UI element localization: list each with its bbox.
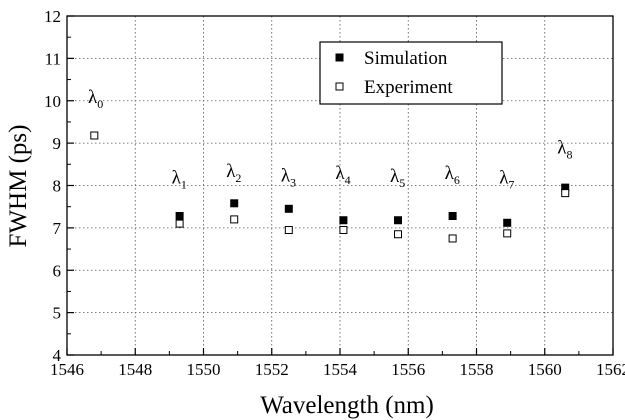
x-tick-label: 1558 — [460, 360, 494, 379]
experiment-point — [503, 229, 512, 238]
y-tick-label: 6 — [53, 261, 62, 280]
y-tick-label: 8 — [53, 177, 62, 196]
y-tick-label: 11 — [45, 49, 61, 68]
y-tick-label: 12 — [44, 7, 61, 26]
wavelength-label: λ3 — [281, 165, 296, 189]
y-tick-label: 10 — [44, 92, 61, 111]
experiment-point — [175, 219, 184, 228]
wavelength-label: λ0 — [88, 87, 103, 111]
y-tick-labels: 4 5 6 7 8 9 10 11 12 — [44, 7, 62, 365]
experiment-point — [448, 234, 457, 243]
wavelength-annotations: λ0 λ1 λ2 λ3 λ4 λ5 λ6 λ7 λ8 — [88, 87, 572, 192]
legend-marker-experiment — [335, 82, 344, 91]
x-tick-labels: 1546 1548 1550 1552 1554 1556 1558 1560 1562 — [50, 360, 625, 379]
x-axis-title: Wavelength (nm) — [260, 392, 434, 419]
y-axis-title: FWHM (ps) — [5, 125, 32, 248]
x-tick-label: 1560 — [528, 360, 562, 379]
axis-ticks — [66, 15, 614, 356]
y-tick-label: 4 — [53, 346, 62, 365]
wavelength-label: λ5 — [390, 166, 405, 190]
wavelength-label: λ2 — [226, 161, 241, 185]
x-tick-label: 1556 — [391, 360, 425, 379]
simulation-point — [503, 218, 512, 227]
experiment-point — [230, 215, 239, 224]
simulation-point — [394, 216, 403, 225]
data-points — [90, 131, 570, 243]
x-tick-label: 1548 — [118, 360, 152, 379]
simulation-point — [448, 212, 457, 221]
legend-label-simulation: Simulation — [364, 48, 448, 69]
legend: Simulation Experiment — [319, 41, 503, 105]
y-tick-label: 5 — [53, 304, 62, 323]
experiment-point — [90, 131, 99, 140]
wavelength-label: λ6 — [445, 163, 460, 187]
wavelength-label: λ7 — [499, 167, 514, 191]
x-tick-label: 1550 — [187, 360, 221, 379]
simulation-point — [230, 199, 239, 208]
wavelength-label: λ8 — [557, 138, 572, 162]
x-tick-label: 1546 — [50, 360, 84, 379]
simulation-point — [339, 216, 348, 225]
legend-label-experiment: Experiment — [364, 77, 453, 98]
experiment-point — [339, 225, 348, 234]
y-tick-label: 9 — [53, 134, 62, 153]
simulation-point — [284, 204, 293, 213]
x-tick-label: 1554 — [323, 360, 358, 379]
wavelength-label: λ1 — [172, 167, 187, 191]
y-tick-label: 7 — [53, 219, 62, 238]
wavelength-label: λ4 — [335, 163, 350, 187]
x-tick-label: 1552 — [255, 360, 289, 379]
simulation-point — [175, 212, 184, 221]
experiment-point — [561, 189, 570, 198]
legend-box — [319, 41, 503, 105]
x-tick-label: 1562 — [596, 360, 625, 379]
experiment-point — [394, 230, 403, 239]
experiment-point — [284, 225, 293, 234]
legend-marker-simulation — [335, 53, 344, 62]
